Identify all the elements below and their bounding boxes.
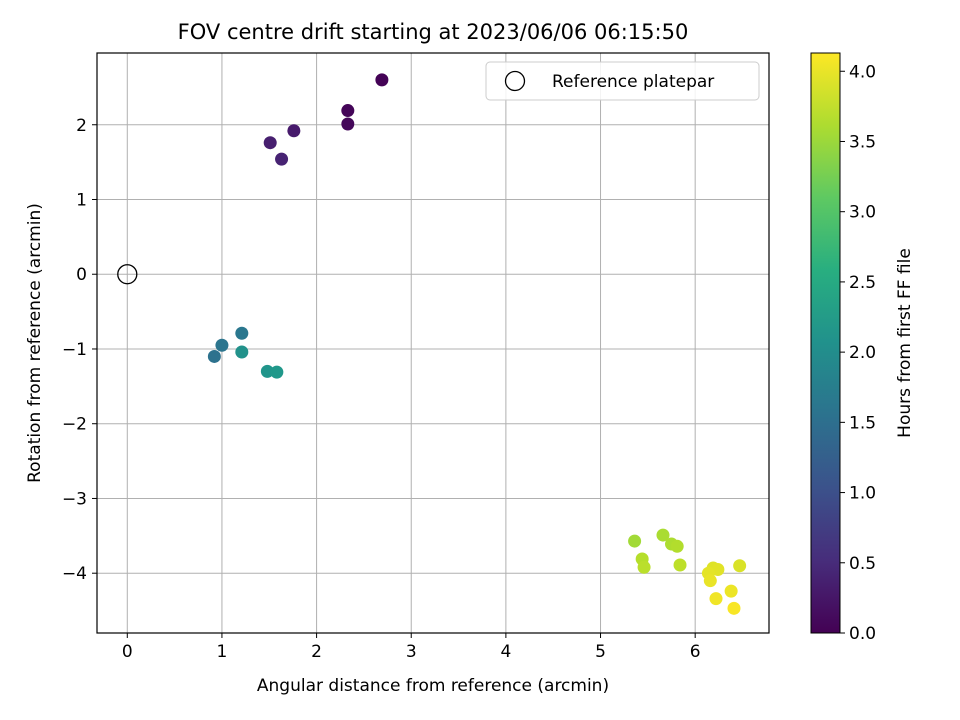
data-point bbox=[235, 326, 249, 340]
legend-label: Reference platepar bbox=[552, 72, 714, 92]
data-point bbox=[207, 349, 221, 363]
colorbar-tick-label: 4.0 bbox=[849, 62, 876, 82]
legend-reference-marker bbox=[504, 70, 526, 92]
colorbar-tick-label: 1.0 bbox=[849, 484, 876, 504]
y-tick-label: −4 bbox=[62, 564, 87, 584]
reference-marker-group bbox=[117, 264, 138, 285]
x-tick-label: 4 bbox=[500, 642, 511, 662]
data-point bbox=[670, 539, 684, 553]
y-axis-label: Rotation from reference (arcmin) bbox=[25, 203, 45, 483]
data-point bbox=[375, 73, 389, 87]
data-point bbox=[724, 584, 738, 598]
colorbar-ticks: 0.0 0.5 1.0 1.5 2.0 2.5 3.0 3.5 4.0 bbox=[840, 62, 876, 644]
data-point bbox=[628, 534, 642, 548]
legend: Reference platepar bbox=[485, 61, 760, 101]
data-point bbox=[235, 345, 249, 359]
x-tick-label: 0 bbox=[122, 642, 133, 662]
data-point bbox=[260, 364, 274, 378]
data-point bbox=[637, 560, 651, 574]
x-tick-label: 2 bbox=[311, 642, 322, 662]
data-point bbox=[341, 104, 355, 118]
y-tick-label: 1 bbox=[76, 190, 87, 210]
plot-frame bbox=[96, 52, 770, 634]
data-point bbox=[270, 365, 284, 379]
data-point bbox=[733, 559, 747, 573]
y-axis-ticks: −4 −3 −2 −1 0 1 2 bbox=[62, 116, 97, 584]
data-point bbox=[263, 136, 277, 150]
reference-marker bbox=[117, 264, 138, 285]
colorbar-tick-label: 0.0 bbox=[849, 624, 876, 644]
data-point bbox=[275, 152, 289, 166]
x-tick-label: 3 bbox=[406, 642, 417, 662]
colorbar: 0.0 0.5 1.0 1.5 2.0 2.5 3.0 3.5 4.0 Hours from f… bbox=[810, 52, 915, 644]
data-point bbox=[709, 592, 723, 606]
y-tick-label: −1 bbox=[62, 340, 87, 360]
y-tick-label: 0 bbox=[76, 265, 87, 285]
data-point bbox=[673, 558, 687, 572]
data-point bbox=[341, 117, 355, 131]
colorbar-tick-label: 3.5 bbox=[849, 132, 876, 152]
grid-lines bbox=[97, 53, 769, 633]
x-axis-ticks: 0 1 2 3 4 5 6 bbox=[122, 633, 701, 662]
x-tick-label: 1 bbox=[217, 642, 228, 662]
chart-title: FOV centre drift starting at 2023/06/06 … bbox=[178, 20, 689, 44]
y-tick-label: −2 bbox=[62, 415, 87, 435]
x-axis-label: Angular distance from reference (arcmin) bbox=[257, 676, 609, 696]
x-tick-label: 5 bbox=[595, 642, 606, 662]
data-point bbox=[703, 574, 717, 588]
data-points bbox=[207, 73, 747, 615]
data-point bbox=[656, 528, 670, 542]
y-tick-label: 2 bbox=[76, 116, 87, 136]
x-tick-label: 6 bbox=[690, 642, 701, 662]
colorbar-label: Hours from first FF file bbox=[895, 248, 915, 438]
colorbar-tick-label: 2.5 bbox=[849, 273, 876, 293]
colorbar-tick-label: 3.0 bbox=[849, 203, 876, 223]
legend-box bbox=[485, 61, 760, 101]
colorbar-tick-label: 0.5 bbox=[849, 554, 876, 574]
data-point bbox=[215, 338, 229, 352]
data-point bbox=[727, 601, 741, 615]
colorbar-tick-label: 1.5 bbox=[849, 413, 876, 433]
data-point bbox=[287, 124, 301, 138]
y-tick-label: −3 bbox=[62, 489, 87, 509]
colorbar-tick-label: 2.0 bbox=[849, 343, 876, 363]
colorbar-gradient bbox=[810, 52, 841, 634]
